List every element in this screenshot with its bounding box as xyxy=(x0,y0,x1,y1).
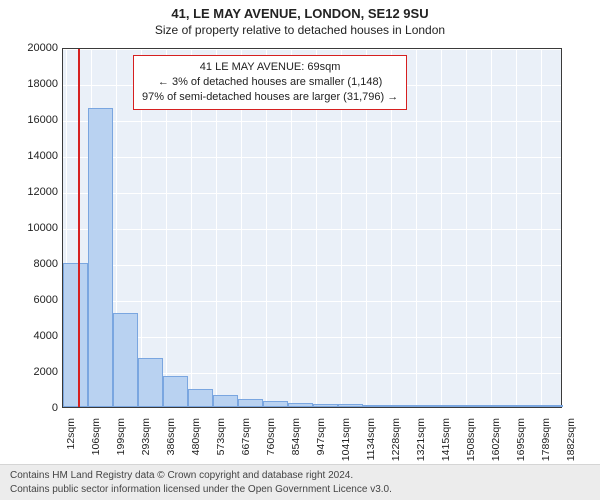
histogram-bar xyxy=(438,405,463,407)
histogram-bar xyxy=(488,405,513,407)
gridline-h xyxy=(63,409,561,410)
gridline-h xyxy=(63,49,561,50)
plot-area: 41 LE MAY AVENUE: 69sqm← 3% of detached … xyxy=(62,48,562,408)
gridline-v xyxy=(516,49,517,407)
histogram-bar xyxy=(388,405,413,407)
y-tick-label: 18000 xyxy=(8,78,58,90)
histogram-bar xyxy=(138,358,163,407)
annotation-line: 41 LE MAY AVENUE: 69sqm xyxy=(142,60,398,75)
histogram-bar xyxy=(463,405,488,407)
gridline-h xyxy=(63,193,561,194)
gridline-h xyxy=(63,157,561,158)
histogram-bar xyxy=(113,313,138,407)
histogram-bar xyxy=(188,389,213,407)
footer-line-2: Contains public sector information licen… xyxy=(10,483,590,497)
property-marker-line xyxy=(78,49,80,407)
page-subtitle: Size of property relative to detached ho… xyxy=(0,23,600,39)
histogram-bar xyxy=(88,108,113,407)
histogram-bar xyxy=(513,405,538,407)
gridline-h xyxy=(63,265,561,266)
gridline-v xyxy=(541,49,542,407)
y-tick-label: 8000 xyxy=(8,258,58,270)
y-tick-label: 14000 xyxy=(8,150,58,162)
histogram-bar xyxy=(213,395,238,407)
gridline-v xyxy=(416,49,417,407)
histogram-bar xyxy=(538,405,563,407)
histogram-bar xyxy=(163,376,188,407)
gridline-v xyxy=(441,49,442,407)
annotation-line: ← 3% of detached houses are smaller (1,1… xyxy=(142,75,398,90)
title-block: 41, LE MAY AVENUE, LONDON, SE12 9SU Size… xyxy=(0,0,600,38)
page-title: 41, LE MAY AVENUE, LONDON, SE12 9SU xyxy=(0,6,600,23)
histogram-bar xyxy=(263,401,288,407)
y-tick-label: 12000 xyxy=(8,186,58,198)
histogram-chart: Number of detached properties 41 LE MAY … xyxy=(62,48,562,408)
annotation-line: 97% of semi-detached houses are larger (… xyxy=(142,90,398,105)
footer-line-1: Contains HM Land Registry data © Crown c… xyxy=(10,469,590,483)
y-tick-label: 0 xyxy=(8,402,58,414)
histogram-bar xyxy=(338,404,363,407)
histogram-bar xyxy=(413,405,438,407)
histogram-bar xyxy=(363,405,388,407)
histogram-bar xyxy=(288,403,313,408)
gridline-v xyxy=(466,49,467,407)
gridline-h xyxy=(63,121,561,122)
y-tick-label: 6000 xyxy=(8,294,58,306)
y-tick-label: 20000 xyxy=(8,42,58,54)
gridline-v xyxy=(491,49,492,407)
y-tick-label: 2000 xyxy=(8,366,58,378)
annotation-box: 41 LE MAY AVENUE: 69sqm← 3% of detached … xyxy=(133,55,407,110)
histogram-bar xyxy=(238,399,263,407)
histogram-bar xyxy=(313,404,338,407)
attribution-footer: Contains HM Land Registry data © Crown c… xyxy=(0,464,600,500)
gridline-h xyxy=(63,301,561,302)
y-tick-label: 4000 xyxy=(8,330,58,342)
y-tick-label: 16000 xyxy=(8,114,58,126)
y-tick-label: 10000 xyxy=(8,222,58,234)
gridline-h xyxy=(63,229,561,230)
histogram-bar xyxy=(63,263,88,407)
